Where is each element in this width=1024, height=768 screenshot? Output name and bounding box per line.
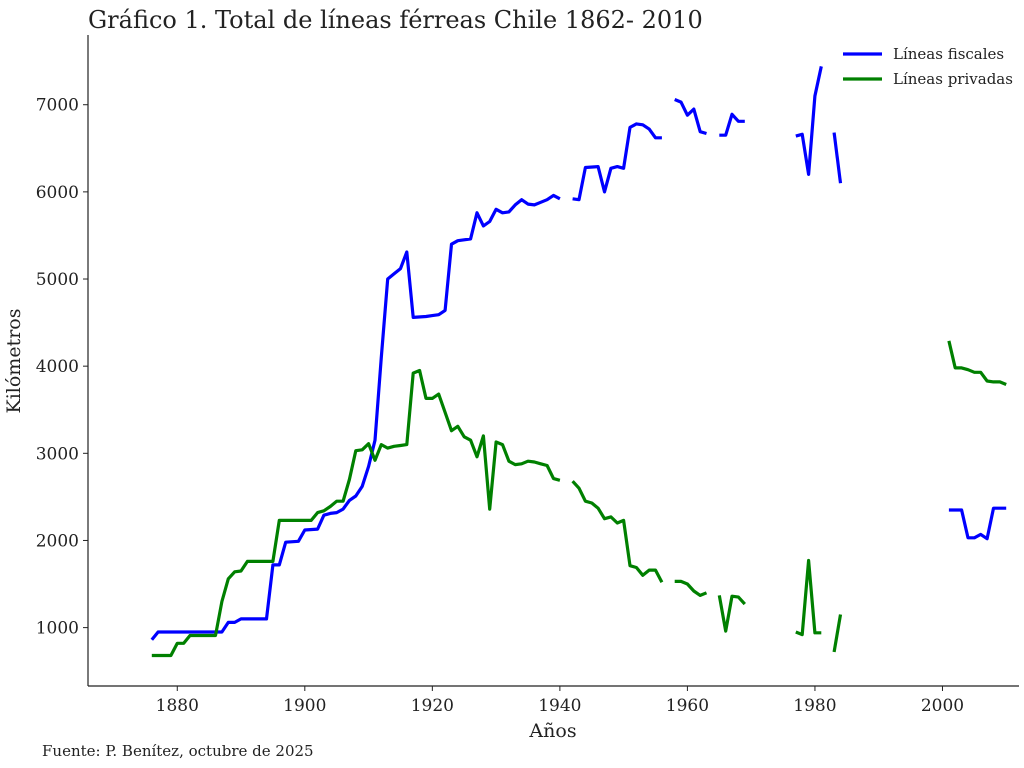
y-tick-label: 3000 xyxy=(36,444,79,464)
source-note: Fuente: P. Benítez, octubre de 2025 xyxy=(42,742,314,760)
x-tick-label: 1980 xyxy=(793,696,836,716)
y-tick-label: 5000 xyxy=(36,270,79,290)
series-line-segment xyxy=(948,506,1007,541)
series-line-segment xyxy=(571,480,664,584)
y-tick-label: 4000 xyxy=(36,357,79,377)
x-tick-label: 2000 xyxy=(921,696,964,716)
series-lineas-fiscales xyxy=(150,66,1007,641)
series-line-segment xyxy=(795,558,822,637)
x-tick-label: 1880 xyxy=(156,696,199,716)
series-line-segment xyxy=(719,112,745,137)
legend: Líneas fiscales Líneas privadas xyxy=(843,45,1013,88)
legend-label: Líneas privadas xyxy=(893,70,1013,88)
series-layer xyxy=(150,66,1007,658)
y-tick-label: 2000 xyxy=(36,531,79,551)
x-axis-label: Años xyxy=(528,720,576,742)
x-tick-label: 1960 xyxy=(666,696,709,716)
series-line-segment xyxy=(150,193,561,641)
series-line-segment xyxy=(947,340,1007,386)
series-line-segment xyxy=(674,579,708,598)
series-line-segment xyxy=(151,368,561,658)
x-tick-label: 1900 xyxy=(283,696,326,716)
axes: 1880 1900 1920 1940 1960 1980 2000 1000 2000 3000… xyxy=(36,35,1019,716)
series-line-segment xyxy=(717,594,746,633)
y-tick-label: 1000 xyxy=(36,619,79,639)
y-tick-label: 7000 xyxy=(36,96,79,116)
series-line-segment xyxy=(832,614,843,653)
y-axis-label: Kilómetros xyxy=(3,309,25,414)
series-lineas-privadas xyxy=(151,340,1007,658)
series-line-segment xyxy=(795,66,823,176)
series-line-segment xyxy=(674,98,707,136)
series-line-segment xyxy=(572,122,662,202)
x-tick-label: 1940 xyxy=(538,696,581,716)
chart-title: Gráfico 1. Total de líneas férreas Chile… xyxy=(88,6,703,34)
series-line-segment xyxy=(832,132,843,184)
y-tick-label: 6000 xyxy=(36,183,79,203)
legend-label: Líneas fiscales xyxy=(893,45,1004,63)
x-tick-label: 1920 xyxy=(411,696,454,716)
